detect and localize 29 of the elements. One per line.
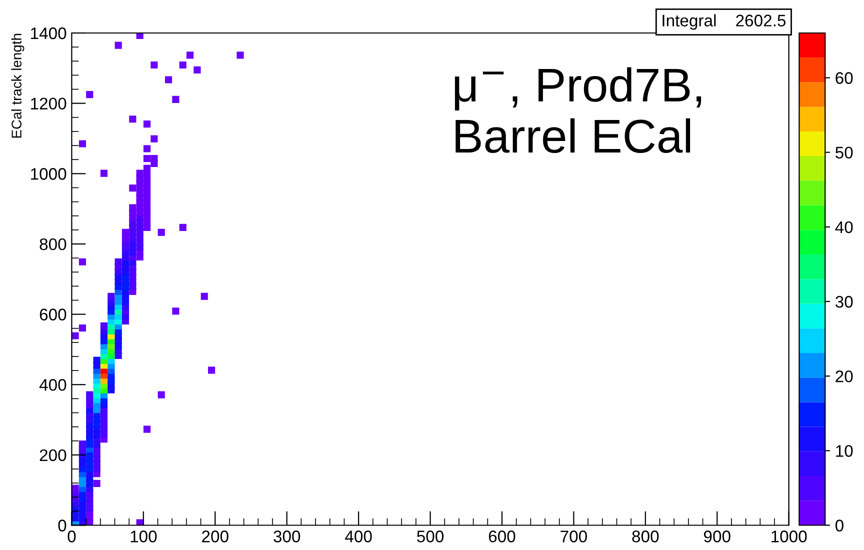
color-bar-label: 10 (836, 445, 853, 457)
color-bar-label: 0 (835, 520, 844, 532)
x-tick-label: 800 (632, 530, 659, 542)
color-bar-label: 40 (835, 221, 853, 234)
x-tick-label: 700 (560, 530, 587, 542)
y-axis-title: ECal track length (11, 34, 24, 138)
y-tick-label: 1400 (31, 27, 66, 40)
y-tick-label: 1200 (31, 98, 66, 110)
x-tick-label: 500 (417, 530, 444, 542)
y-tick-label: 200 (40, 449, 66, 462)
x-tick-label: 400 (345, 530, 372, 542)
text: Integral 2602.5 (662, 14, 786, 30)
y-tick-label: 1000 (31, 168, 66, 180)
color-bar-label: 20 (836, 370, 853, 382)
color-bar-label: 30 (835, 296, 853, 308)
y-tick-label: 800 (40, 238, 66, 250)
annotation: μ$^{−}$, Prod7B, Barrel ECal (454, 67, 702, 154)
x-tick-label: 900 (704, 530, 730, 542)
x-tick-label: 300 (274, 530, 300, 542)
color-bar-label: 60 (836, 72, 853, 84)
x-tick-label: 600 (488, 530, 516, 542)
x-tick-label: 200 (202, 530, 228, 542)
y-tick-label: 0 (58, 520, 66, 532)
y-tick-label: 400 (39, 379, 66, 391)
y-tick-label: 600 (40, 308, 66, 320)
x-tick-label: 100 (130, 530, 157, 542)
color-bar-label: 50 (836, 146, 853, 159)
x-tick-label: 1000 (772, 530, 807, 542)
x-tick-label: 0 (68, 530, 76, 542)
